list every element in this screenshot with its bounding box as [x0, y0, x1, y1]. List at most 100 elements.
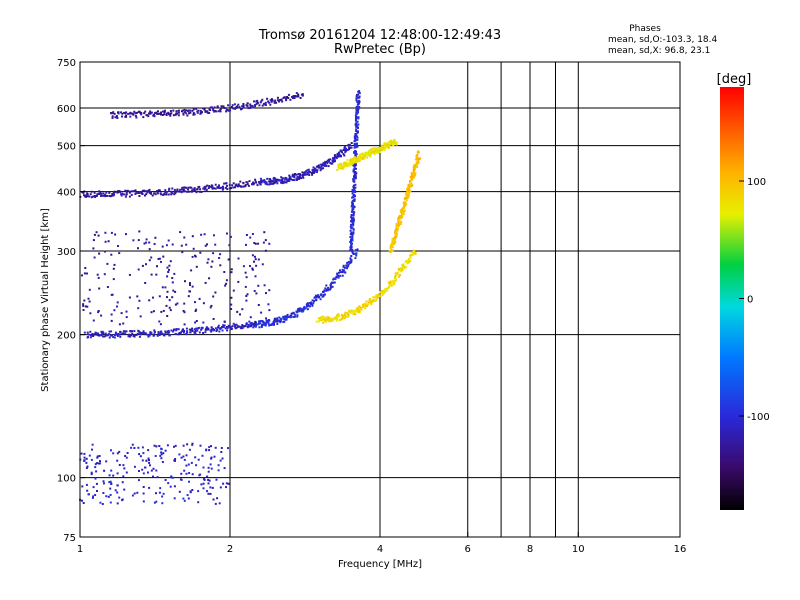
- echo-600-point: [165, 114, 168, 116]
- colorbar-tick-label: 100: [747, 177, 766, 188]
- spread-F-point: [165, 244, 168, 247]
- echo-450-point: [294, 173, 296, 175]
- x-trace-upper-point: [395, 223, 398, 226]
- o-trace-F2-point: [299, 307, 302, 310]
- o-trace-cusp-point: [355, 106, 358, 109]
- echo-500-upper-point: [363, 157, 366, 160]
- echo-600-point: [125, 115, 128, 118]
- low-echoes-point: [210, 457, 213, 460]
- x-trace-upper-point: [396, 225, 399, 228]
- o-trace-cusp-point: [352, 177, 355, 180]
- x-trace-F2-point: [328, 320, 331, 323]
- low-echoes-point: [102, 492, 105, 494]
- echo-500-upper-point: [386, 142, 389, 145]
- o-trace-low-E-point: [134, 333, 137, 336]
- spread-F-point: [83, 299, 86, 302]
- o-trace-low-E-point: [138, 335, 141, 338]
- spread-F-point: [145, 238, 148, 241]
- o-trace-F2-point: [319, 298, 322, 301]
- o-trace-cusp-point: [354, 172, 357, 175]
- low-echoes-point: [108, 474, 111, 477]
- echo-400-point: [191, 189, 194, 192]
- echo-600-point: [223, 106, 226, 109]
- spread-F-point: [171, 277, 174, 279]
- spread-F-point: [228, 244, 231, 247]
- echo-400-point: [110, 195, 113, 198]
- low-echoes-point: [102, 480, 105, 483]
- spread-F-point: [113, 263, 116, 266]
- echo-600-point: [264, 103, 267, 106]
- x-trace-F2-point: [377, 296, 379, 299]
- low-echoes-point: [142, 492, 145, 495]
- echo-500-upper-point: [372, 151, 375, 154]
- echo-600-point: [196, 111, 199, 114]
- o-trace-cusp-point: [356, 138, 359, 141]
- o-trace-F2-point: [342, 265, 345, 268]
- spread-F-point: [200, 233, 203, 236]
- spread-F-point: [93, 233, 96, 236]
- spread-F-point: [202, 321, 205, 324]
- o-trace-F2-point: [257, 323, 260, 326]
- echo-450-point: [272, 178, 275, 181]
- x-trace-upper-point: [397, 220, 400, 223]
- echo-450-point: [326, 162, 329, 165]
- spread-F-point: [86, 305, 89, 308]
- echo-450-point: [262, 179, 265, 182]
- spread-F-point: [117, 245, 119, 247]
- o-trace-low-E-point: [196, 329, 199, 332]
- o-trace-F2-point: [296, 314, 299, 317]
- echo-600-point: [278, 100, 281, 103]
- x-trace-F2-point: [376, 294, 379, 297]
- x-trace-F2-point: [355, 309, 358, 312]
- echo-600-point: [191, 109, 194, 112]
- echo-600-point: [295, 95, 298, 98]
- echo-450-point: [266, 177, 269, 180]
- o-trace-low-E-point: [89, 336, 92, 339]
- spread-F-point: [245, 299, 248, 302]
- o-trace-low-E-point: [189, 331, 192, 334]
- echo-450-point: [326, 161, 329, 163]
- echo-400-point: [198, 185, 201, 188]
- o-trace-F2-point: [268, 324, 271, 327]
- o-trace-cusp-point: [349, 246, 352, 249]
- o-trace-cusp-point: [350, 210, 353, 213]
- low-echoes-point: [94, 494, 97, 496]
- low-echoes-point: [220, 451, 223, 453]
- echo-450-point: [273, 181, 276, 184]
- low-echoes-point: [85, 461, 88, 464]
- o-trace-cusp-point: [353, 152, 356, 154]
- echo-600-point: [155, 111, 158, 114]
- o-trace-low-E-point: [221, 329, 224, 332]
- echo-450-point: [311, 172, 314, 174]
- x-trace-upper-point: [402, 213, 405, 216]
- o-trace-F2-point: [327, 288, 330, 291]
- o-trace-F2-point: [343, 271, 346, 274]
- echo-600-point: [246, 102, 249, 105]
- low-echoes-point: [206, 490, 208, 493]
- spread-F-point: [209, 306, 212, 309]
- echo-600-point: [192, 108, 195, 111]
- echo-400-point: [112, 191, 115, 194]
- echo-400-point: [106, 195, 109, 197]
- echo-450-point: [281, 181, 283, 184]
- o-trace-F2-point: [350, 260, 353, 263]
- echo-500-upper-point: [376, 148, 378, 151]
- spread-F-point: [254, 242, 257, 245]
- o-trace-cusp-point: [353, 164, 356, 167]
- o-trace-cusp-point: [358, 92, 361, 95]
- o-trace-low-E-point: [231, 327, 233, 330]
- echo-500-upper-point: [375, 149, 378, 152]
- x-trace-upper-point: [391, 245, 394, 248]
- echo-600-point: [225, 110, 228, 113]
- low-echoes-point: [207, 492, 210, 495]
- low-echoes-point: [188, 480, 190, 483]
- o-trace-F2-point: [286, 316, 288, 319]
- echo-500-upper-point: [351, 160, 354, 163]
- spread-F-point: [207, 258, 210, 261]
- x-trace-upper-point: [400, 217, 403, 220]
- echo-400-point: [173, 188, 176, 191]
- o-trace-cusp-point: [349, 225, 352, 228]
- y-tick-label: 75: [63, 533, 76, 544]
- o-trace-low-E-point: [92, 335, 95, 337]
- low-echoes-point: [154, 455, 157, 457]
